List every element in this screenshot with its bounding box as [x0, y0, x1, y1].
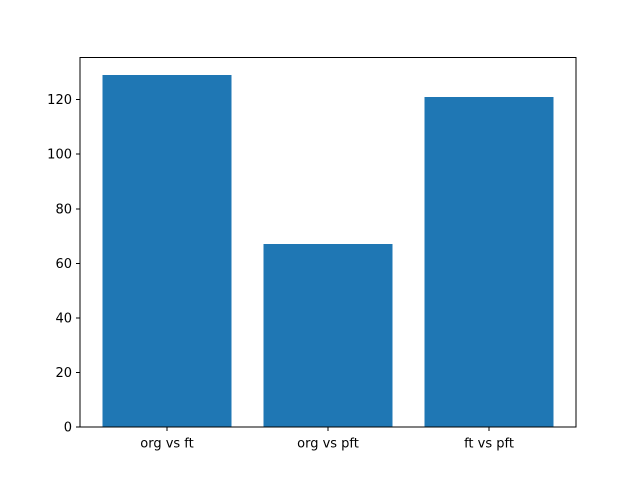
bars-group [102, 75, 554, 428]
y-tick-label: 60 [55, 257, 72, 272]
y-tick-label: 100 [47, 148, 72, 163]
bar [102, 75, 232, 427]
x-tick-label: org vs ft [140, 437, 194, 452]
y-tick-label: 40 [55, 311, 72, 326]
y-axis-group: 0 20 40 60 80 100 120 [47, 93, 80, 436]
bar [424, 96, 554, 428]
x-axis-group: org vs ft org vs pft ft vs pft [140, 427, 514, 452]
y-tick-label: 80 [55, 202, 72, 217]
x-tick-label: org vs pft [297, 437, 359, 452]
y-tick-label: 0 [64, 421, 72, 436]
y-tick-label: 120 [47, 93, 72, 108]
x-tick-label: ft vs pft [464, 437, 514, 452]
axes-frame [79, 57, 577, 428]
y-tick-label: 20 [55, 366, 72, 381]
bar [263, 244, 393, 427]
